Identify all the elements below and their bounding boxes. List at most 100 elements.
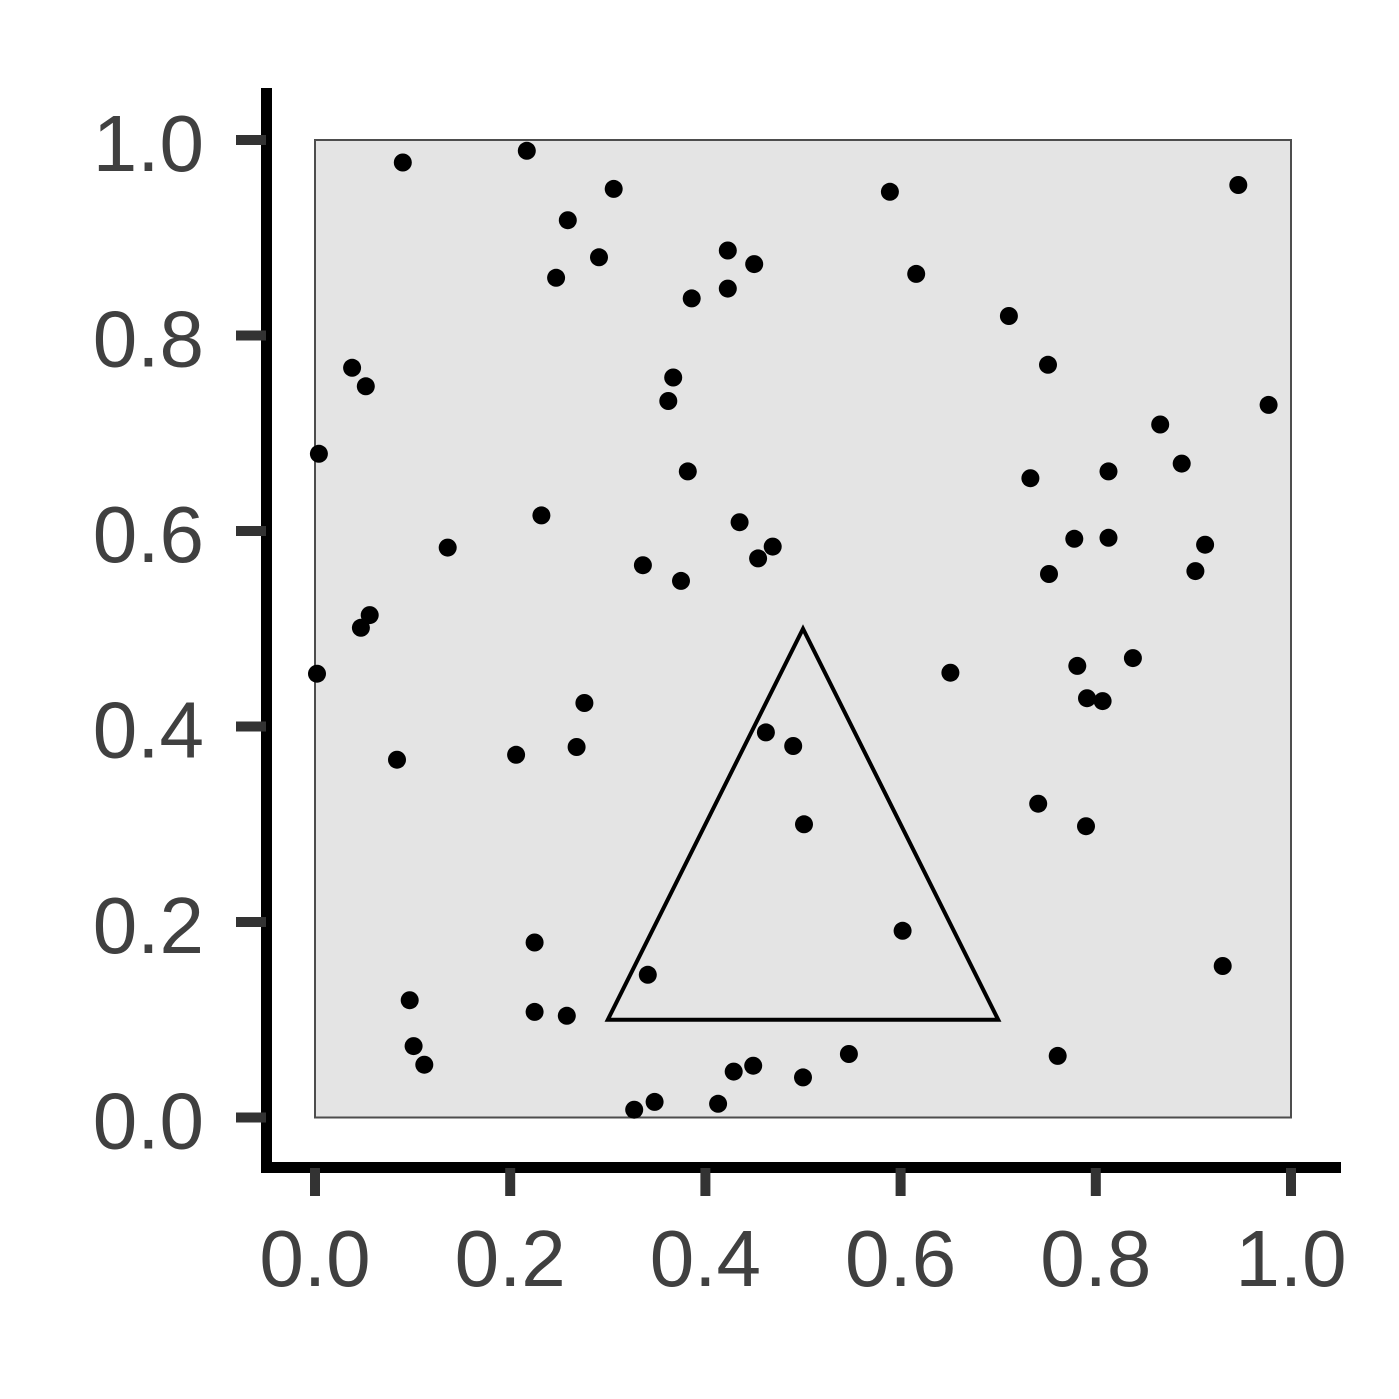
x-axis-tick: [895, 1168, 906, 1196]
x-axis-ticks: [310, 1168, 1296, 1196]
data-point: [1172, 454, 1191, 473]
data-point: [567, 738, 586, 756]
y-axis-tick-label: 0.2: [93, 881, 204, 970]
data-point: [1196, 535, 1215, 554]
data-point: [525, 1002, 544, 1021]
data-point: [507, 745, 526, 764]
data-point: [351, 618, 370, 637]
data-point: [1213, 957, 1232, 975]
data-point: [1123, 649, 1142, 668]
y-axis-tick-label: 0.4: [93, 686, 204, 775]
y-axis-tick: [236, 135, 266, 145]
data-point: [763, 537, 782, 556]
data-point: [1186, 562, 1205, 581]
data-point: [893, 921, 912, 940]
x-axis-tick: [505, 1168, 516, 1196]
data-point: [517, 141, 536, 160]
data-points: [308, 141, 1278, 1119]
data-point: [1039, 355, 1057, 374]
x-axis-tick: [1090, 1168, 1101, 1196]
data-point: [645, 1092, 664, 1111]
data-point: [1229, 176, 1248, 194]
data-point: [1078, 689, 1096, 708]
y-axis-tick: [236, 1112, 266, 1123]
data-point: [356, 377, 375, 396]
x-axis-tick-labels: 0.0 0.2 0.4 0.6 0.8 1.0: [259, 1214, 1346, 1303]
x-axis-tick-label: 0.0: [259, 1214, 370, 1303]
data-point: [718, 241, 737, 260]
x-axis-tick-label: 0.2: [455, 1214, 566, 1303]
data-point: [1093, 692, 1112, 711]
data-point: [794, 1068, 812, 1087]
data-point: [558, 211, 577, 230]
data-point: [744, 1056, 763, 1075]
data-point: [415, 1055, 434, 1074]
y-axis-tick: [236, 917, 266, 927]
data-point: [784, 737, 803, 755]
data-point: [1151, 415, 1170, 434]
data-point: [438, 538, 457, 557]
data-point: [1065, 529, 1084, 548]
data-point: [633, 556, 652, 575]
data-point: [718, 279, 737, 298]
x-axis-tick: [310, 1168, 320, 1196]
x-axis-tick: [1286, 1168, 1296, 1196]
data-point: [839, 1045, 858, 1063]
y-axis-tick: [236, 526, 266, 536]
triangle-annotation: [604, 624, 1002, 1022]
x-axis-tick-label: 1.0: [1235, 1214, 1346, 1303]
y-axis-tick-labels: 0.0 0.2 0.4 0.6 0.8 1.0: [93, 99, 204, 1166]
data-point: [756, 723, 775, 742]
data-point: [404, 1037, 423, 1056]
y-axis-tick: [236, 721, 266, 732]
data-point: [678, 462, 697, 481]
data-point: [360, 606, 379, 625]
y-axis-line: [261, 88, 272, 1173]
data-point: [1029, 794, 1048, 813]
data-point: [749, 549, 768, 568]
data-point: [575, 694, 594, 712]
y-axis-tick: [236, 330, 266, 341]
data-point: [557, 1006, 576, 1025]
data-point: [745, 255, 764, 274]
data-point: [795, 815, 813, 834]
data-point: [880, 182, 899, 201]
data-point: [664, 368, 683, 387]
data-point: [532, 506, 551, 525]
data-point: [659, 392, 678, 410]
x-axis-line: [261, 1162, 1341, 1173]
data-point: [547, 268, 566, 287]
data-point: [625, 1100, 644, 1119]
y-axis-tick-label: 0.6: [93, 490, 204, 579]
y-axis-tick-label: 0.8: [93, 295, 204, 384]
data-point: [1048, 1046, 1067, 1065]
data-point: [309, 444, 328, 463]
data-point: [343, 358, 362, 377]
data-point: [672, 571, 690, 590]
data-point: [907, 264, 926, 283]
data-point: [590, 248, 608, 267]
data-point: [1077, 817, 1095, 836]
data-point: [682, 289, 701, 308]
x-axis-tick-label: 0.6: [845, 1214, 956, 1303]
data-point: [709, 1094, 728, 1113]
y-axis-tick-label: 0.0: [93, 1077, 204, 1166]
data-point: [1099, 462, 1118, 481]
data-point: [1068, 656, 1087, 675]
data-point: [400, 991, 419, 1010]
data-point: [604, 179, 623, 198]
y-axis-tick-label: 1.0: [93, 99, 204, 188]
data-point: [999, 307, 1018, 325]
data-point: [308, 664, 326, 683]
data-point: [1099, 528, 1118, 547]
data-point: [393, 153, 412, 172]
data-point: [1040, 565, 1058, 583]
data-point: [525, 933, 544, 952]
data-point: [1259, 395, 1278, 414]
data-point: [1021, 469, 1040, 488]
x-axis-tick-label: 0.8: [1040, 1214, 1151, 1303]
x-axis-tick-label: 0.4: [650, 1214, 761, 1303]
data-point: [638, 965, 657, 984]
y-axis-ticks: [236, 135, 266, 1123]
